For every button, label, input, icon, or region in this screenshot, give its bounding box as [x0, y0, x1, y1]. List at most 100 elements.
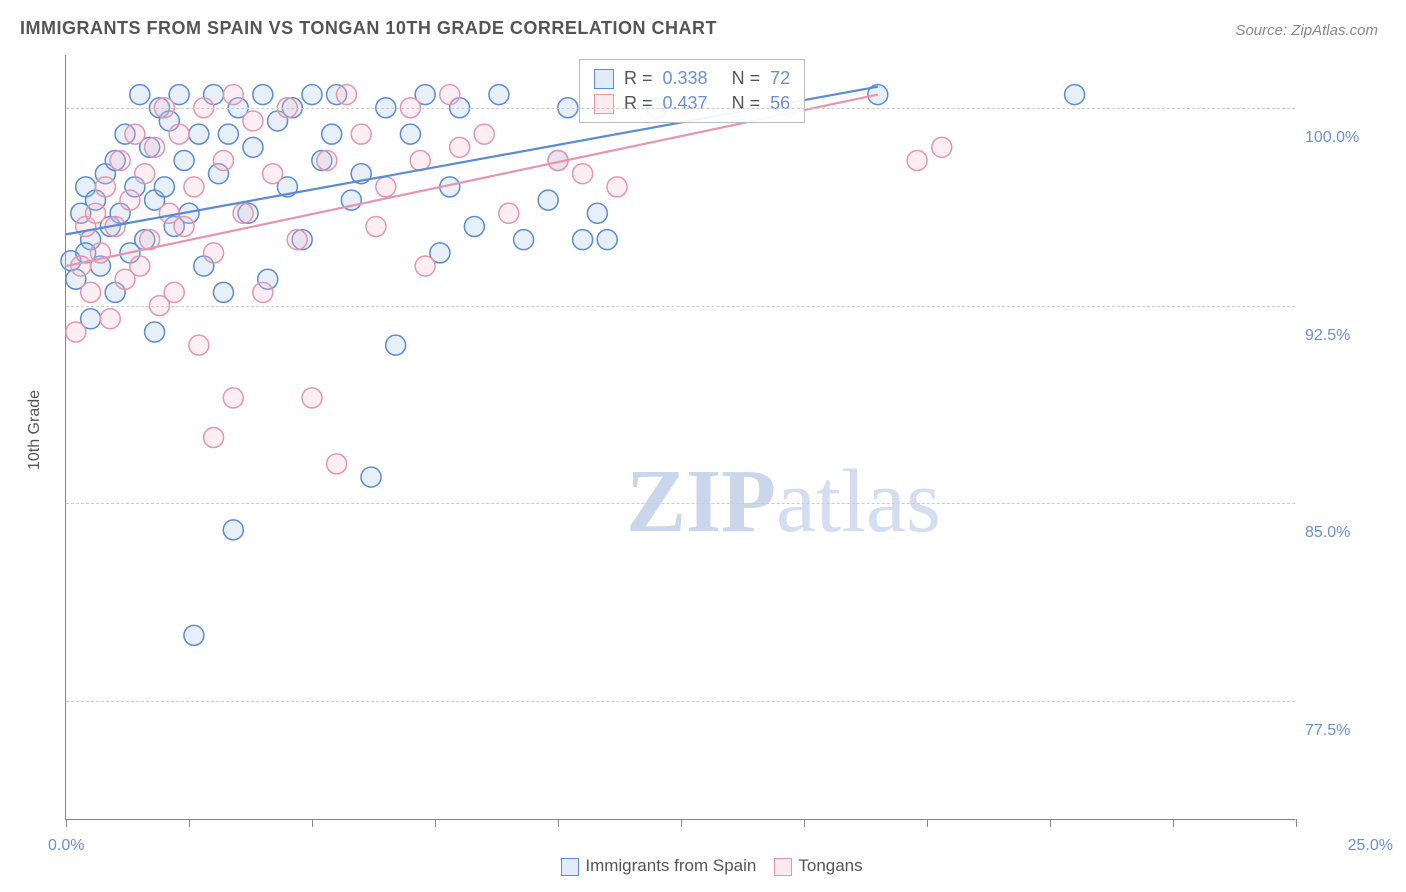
- correlation-legend: R = 0.338 N = 72 R = 0.437 N = 56: [579, 59, 805, 123]
- x-tick: [804, 819, 805, 827]
- x-tick: [312, 819, 313, 827]
- data-point: [223, 520, 243, 540]
- data-point: [110, 151, 130, 171]
- y-tick-label: 100.0%: [1305, 129, 1385, 147]
- data-point: [81, 282, 101, 302]
- chart-plot-area: ZIPatlas R = 0.338N = 72R = 0.437N = 56 …: [65, 55, 1295, 820]
- legend-swatch: [594, 94, 614, 114]
- data-point: [253, 85, 273, 105]
- data-point: [499, 203, 519, 223]
- data-point: [189, 335, 209, 355]
- data-point: [597, 230, 617, 250]
- data-point: [336, 85, 356, 105]
- data-point: [120, 190, 140, 210]
- data-point: [410, 151, 430, 171]
- data-point: [243, 137, 263, 157]
- data-point: [361, 467, 381, 487]
- data-point: [204, 243, 224, 263]
- data-point: [125, 124, 145, 144]
- legend-r-value: 0.437: [663, 93, 708, 114]
- x-tick: [1296, 819, 1297, 827]
- gridline: [66, 306, 1295, 307]
- data-point: [587, 203, 607, 223]
- data-point: [145, 322, 165, 342]
- data-point: [100, 309, 120, 329]
- data-point: [95, 177, 115, 197]
- data-point: [400, 124, 420, 144]
- data-point: [174, 151, 194, 171]
- legend-r-value: 0.338: [663, 68, 708, 89]
- data-point: [184, 625, 204, 645]
- x-tick: [66, 819, 67, 827]
- data-point: [243, 111, 263, 131]
- x-tick: [1173, 819, 1174, 827]
- data-point: [287, 230, 307, 250]
- data-point: [164, 282, 184, 302]
- data-point: [327, 454, 347, 474]
- x-tick: [435, 819, 436, 827]
- data-point: [145, 137, 165, 157]
- y-tick-label: 92.5%: [1305, 327, 1385, 345]
- data-point: [907, 151, 927, 171]
- x-tick: [927, 819, 928, 827]
- legend-n-label: N =: [732, 68, 761, 89]
- y-tick-label: 85.0%: [1305, 524, 1385, 542]
- data-point: [366, 216, 386, 236]
- scatter-svg: [66, 55, 1295, 819]
- legend-n-value: 72: [770, 68, 790, 89]
- legend-r-label: R =: [624, 68, 653, 89]
- data-point: [317, 151, 337, 171]
- gridline: [66, 503, 1295, 504]
- data-point: [351, 124, 371, 144]
- data-point: [223, 85, 243, 105]
- legend-row: R = 0.338 N = 72: [594, 66, 790, 91]
- data-point: [386, 335, 406, 355]
- legend-n-label: N =: [732, 93, 761, 114]
- legend-r-label: R =: [624, 93, 653, 114]
- data-point: [233, 203, 253, 223]
- x-min-label: 0.0%: [48, 837, 84, 855]
- x-tick: [681, 819, 682, 827]
- data-point: [302, 85, 322, 105]
- data-point: [189, 124, 209, 144]
- data-point: [489, 85, 509, 105]
- legend-series-label: Immigrants from Spain: [585, 856, 756, 875]
- legend-row: R = 0.437 N = 56: [594, 91, 790, 116]
- data-point: [573, 230, 593, 250]
- data-point: [213, 151, 233, 171]
- legend-n-value: 56: [770, 93, 790, 114]
- data-point: [130, 85, 150, 105]
- x-tick: [558, 819, 559, 827]
- source-attribution: Source: ZipAtlas.com: [1235, 22, 1378, 39]
- data-point: [607, 177, 627, 197]
- data-point: [130, 256, 150, 276]
- data-point: [932, 137, 952, 157]
- data-point: [450, 137, 470, 157]
- data-point: [302, 388, 322, 408]
- x-tick: [189, 819, 190, 827]
- x-max-label: 25.0%: [1348, 837, 1393, 855]
- data-point: [464, 216, 484, 236]
- data-point: [86, 203, 106, 223]
- gridline: [66, 701, 1295, 702]
- gridline: [66, 108, 1295, 109]
- legend-swatch: [594, 69, 614, 89]
- data-point: [223, 388, 243, 408]
- legend-swatch: [561, 858, 579, 876]
- data-point: [1065, 85, 1085, 105]
- y-tick-label: 77.5%: [1305, 722, 1385, 740]
- data-point: [263, 164, 283, 184]
- data-point: [514, 230, 534, 250]
- data-point: [71, 256, 91, 276]
- data-point: [204, 428, 224, 448]
- data-point: [253, 282, 273, 302]
- data-point: [213, 282, 233, 302]
- data-point: [322, 124, 342, 144]
- legend-swatch: [774, 858, 792, 876]
- data-point: [174, 216, 194, 236]
- chart-title: IMMIGRANTS FROM SPAIN VS TONGAN 10TH GRA…: [20, 18, 717, 39]
- data-point: [66, 322, 86, 342]
- series-legend: Immigrants from SpainTongans: [0, 856, 1406, 876]
- data-point: [154, 177, 174, 197]
- data-point: [440, 85, 460, 105]
